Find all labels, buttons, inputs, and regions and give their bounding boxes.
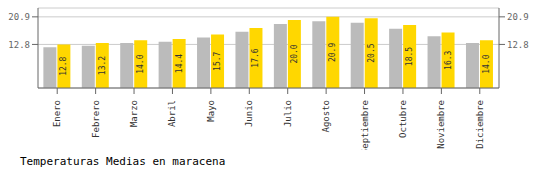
svg-text:20.9: 20.9 [507,12,529,22]
svg-text:20.5: 20.5 [367,43,376,62]
svg-text:Enero: Enero [52,100,62,127]
svg-text:Septiembre: Septiembre [360,100,370,150]
svg-text:Mayo: Mayo [206,100,216,122]
html-text:Temperaturas Medias en maracen: Temperaturas Medias en maracena [20,155,226,168]
svg-text:12.8: 12.8 [507,40,529,50]
svg-text:20.9: 20.9 [328,43,337,62]
svg-text:Octubre: Octubre [398,100,408,138]
svg-text:14.0: 14.0 [482,54,491,73]
svg-text:18.5: 18.5 [405,47,414,66]
svg-text:15.7: 15.7 [213,51,222,70]
svg-text:14.4: 14.4 [175,54,184,73]
svg-text:Febrero: Febrero [91,100,101,138]
svg-text:17.6: 17.6 [251,48,260,67]
svg-text:14.0: 14.0 [136,54,145,73]
svg-text:Julio: Julio [283,100,293,127]
svg-text:12.8: 12.8 [59,56,68,75]
svg-text:20.0: 20.0 [290,44,299,63]
svg-text:20.9: 20.9 [8,12,30,22]
svg-text:Marzo: Marzo [129,100,139,127]
svg-text:12.8: 12.8 [8,40,30,50]
svg-text:16.3: 16.3 [444,50,453,69]
svg-text:Agosto: Agosto [321,100,331,133]
svg-text:Diciembre: Diciembre [475,100,485,149]
svg-text:Noviembre: Noviembre [436,100,446,149]
svg-text:Abril: Abril [167,100,177,127]
svg-text:Junio: Junio [244,100,254,127]
svg-text:13.2: 13.2 [98,56,107,75]
